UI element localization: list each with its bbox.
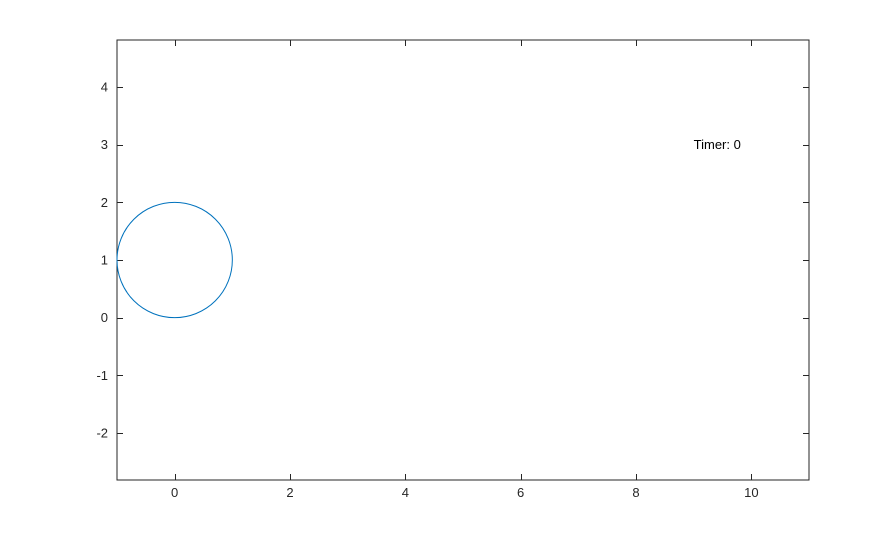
y-tick-label: 2 <box>101 195 108 210</box>
x-tick-label: 8 <box>632 485 639 500</box>
y-tick-label: 4 <box>101 79 108 94</box>
y-tick-label: -2 <box>96 426 108 441</box>
timer-text: Timer: 0 <box>694 137 741 152</box>
y-tick-label: 1 <box>101 253 108 268</box>
y-tick-label: 3 <box>101 137 108 152</box>
x-tick-label: 2 <box>286 485 293 500</box>
x-tick-label: 6 <box>517 485 524 500</box>
x-tick-label: 10 <box>744 485 758 500</box>
x-tick-label: 4 <box>402 485 409 500</box>
y-tick-label: 0 <box>101 310 108 325</box>
x-tick-label: 0 <box>171 485 178 500</box>
y-tick-label: -1 <box>96 368 108 383</box>
circle-outline <box>116 201 233 319</box>
axes-box <box>116 39 810 481</box>
